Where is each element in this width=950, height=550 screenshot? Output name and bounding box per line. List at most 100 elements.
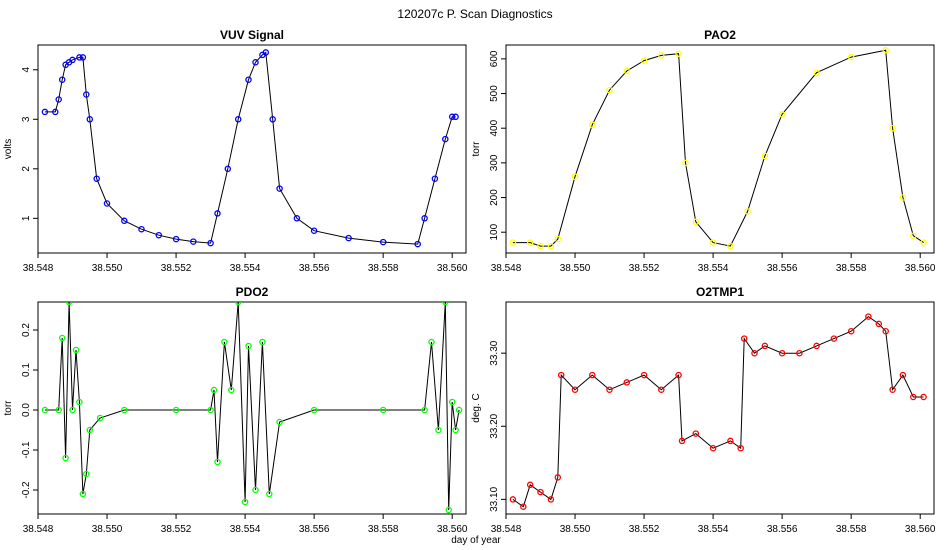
data-point (692, 218, 700, 226)
data-point (882, 327, 889, 335)
data-point (761, 342, 769, 350)
x-tick-label: 38.556 (299, 263, 330, 274)
data-point (41, 108, 49, 116)
data-point (435, 426, 442, 434)
y-tick-label: 600 (489, 50, 500, 67)
data-point (727, 242, 734, 250)
data-point (221, 338, 228, 346)
data-point (86, 116, 94, 123)
y-tick-label: 0.1 (21, 363, 32, 377)
data-point (190, 238, 197, 245)
data-point (69, 406, 76, 414)
plot-frame (37, 44, 467, 254)
data-layer (41, 302, 463, 514)
data-point (520, 503, 527, 510)
data-point (547, 242, 555, 250)
data-point (554, 235, 562, 243)
data-point (744, 208, 751, 215)
plot-frame (37, 301, 467, 515)
shared-x-axis-label: day of year (451, 535, 501, 546)
x-tick-label: 38.554 (230, 263, 261, 274)
y-tick-label: 1 (21, 215, 32, 221)
data-layer (509, 46, 927, 250)
data-point (414, 240, 421, 248)
x-tick-label: 38.558 (836, 524, 867, 535)
data-point (234, 116, 242, 123)
data-point (682, 159, 689, 167)
x-tick-label: 38.548 (23, 524, 54, 535)
series-line (44, 51, 456, 245)
data-point (79, 490, 87, 498)
y-axis-label: torr (471, 141, 482, 157)
data-point (737, 444, 744, 452)
data-point (509, 496, 517, 503)
data-point (740, 335, 748, 342)
y-tick-label: 100 (489, 223, 500, 240)
panel-2: PAO2 torr 38.548 38.550 38.552 38.554 38.556 38… (471, 28, 936, 274)
x-tick-label: 38.556 (767, 524, 798, 535)
y-tick-label: 300 (489, 154, 500, 171)
data-point (93, 175, 100, 182)
data-point (554, 474, 562, 481)
figure-title: 120207c P. Scan Diagnostics (397, 7, 552, 21)
series-line (44, 302, 460, 511)
data-point (293, 215, 301, 222)
series-line (512, 315, 924, 508)
data-point (571, 386, 579, 393)
data-point (452, 426, 459, 434)
panel-1: VUV Signal volts 38.548 38.550 38.552 38.554 3… (3, 28, 468, 274)
data-point (276, 418, 283, 426)
data-point (537, 242, 544, 250)
data-point (455, 406, 463, 414)
plot-frame (505, 44, 935, 254)
y-tick-label: 500 (489, 85, 500, 102)
data-point (813, 69, 820, 76)
data-point (379, 406, 387, 414)
y-tick-label: 3 (21, 116, 32, 122)
data-point (889, 386, 896, 393)
series-line (512, 49, 924, 247)
x-tick-label: 38.548 (23, 263, 54, 274)
plot-frame (505, 301, 935, 515)
y-tick-label: 0.2 (21, 323, 32, 337)
data-point (228, 386, 235, 394)
data-point (259, 338, 266, 346)
x-tick-label: 38.548 (491, 524, 522, 535)
data-point (96, 414, 104, 422)
data-point (207, 239, 214, 247)
data-point (103, 200, 111, 207)
data-point (589, 121, 596, 128)
y-tick-label: 2 (21, 166, 32, 172)
data-point (526, 481, 534, 489)
y-axis-label: deg. C (471, 393, 482, 422)
data-point (847, 327, 855, 335)
data-point (345, 234, 352, 242)
data-point (448, 113, 456, 121)
data-point (727, 437, 734, 445)
data-point (121, 217, 128, 225)
data-point (252, 486, 259, 494)
data-point (537, 488, 544, 496)
data-point (761, 152, 769, 160)
data-point (76, 54, 83, 61)
x-tick-label: 38.560 (437, 263, 468, 274)
data-point (910, 393, 917, 401)
data-point (276, 185, 283, 192)
data-point (58, 76, 66, 83)
data-point (69, 56, 76, 64)
data-point (72, 346, 80, 354)
y-tick-label: 0.0 (21, 403, 32, 417)
data-point (210, 386, 218, 394)
data-point (41, 406, 49, 414)
data-point (83, 470, 90, 478)
x-tick-label: 38.558 (836, 263, 867, 274)
data-point (796, 349, 803, 357)
panel-4: O2TMP1 deg. C 38.548 38.550 38.552 38.554 38.5… (471, 285, 936, 535)
data-point (920, 393, 927, 401)
data-point (678, 437, 686, 445)
data-point (448, 398, 456, 406)
data-point (155, 231, 163, 239)
x-tick-label: 38.550 (92, 263, 123, 274)
data-point (428, 338, 435, 346)
